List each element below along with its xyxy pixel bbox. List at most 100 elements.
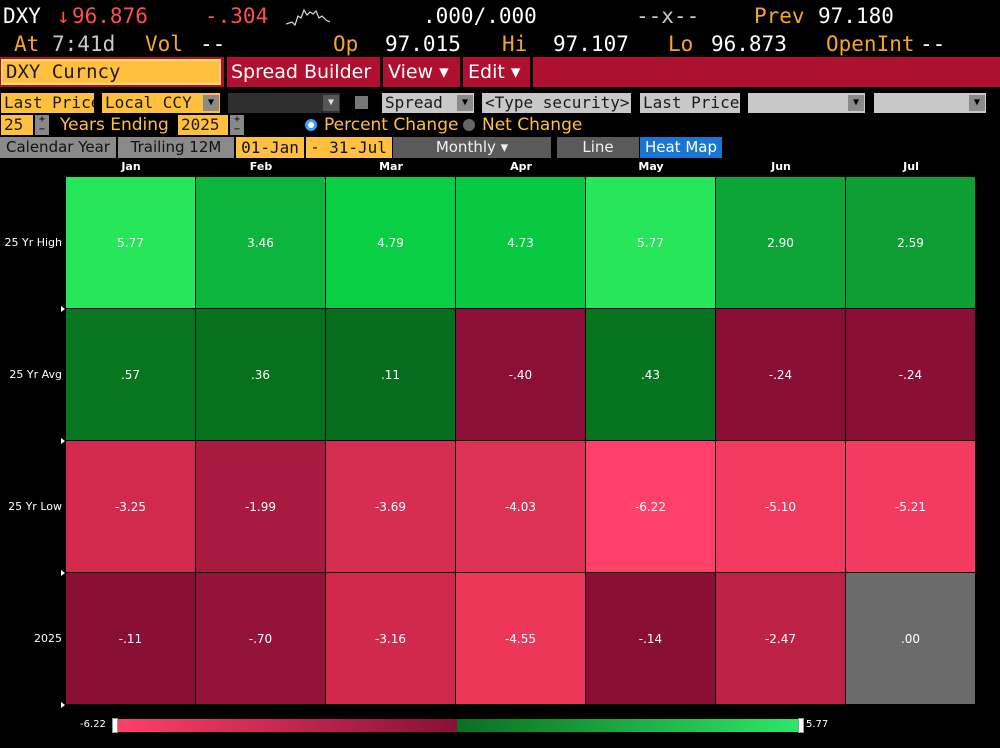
heat-cell[interactable]: -.40: [456, 309, 586, 441]
heat-map-tab[interactable]: Heat Map: [640, 137, 722, 158]
currency-select[interactable]: Local CCY ▼: [102, 93, 220, 113]
spread-select[interactable]: Spread ▼: [382, 93, 474, 113]
security-2-input[interactable]: <Type security>: [482, 93, 631, 113]
heat-cell[interactable]: -3.69: [326, 441, 456, 573]
edit-menu[interactable]: Edit ▾: [468, 61, 521, 83]
legend-positive-gradient: [457, 719, 802, 732]
empty-select-3[interactable]: ▼: [874, 93, 986, 113]
heat-cell[interactable]: -3.16: [326, 573, 456, 705]
month-header: May: [638, 160, 664, 173]
heat-cell[interactable]: -1.99: [196, 441, 326, 573]
last-price: 96.876: [72, 4, 148, 28]
security-input[interactable]: DXY Curncy: [1, 59, 221, 85]
at-label: At: [14, 32, 40, 56]
month-header: Feb: [249, 160, 273, 173]
chevron-down-icon[interactable]: ▼: [457, 95, 473, 111]
heat-cell[interactable]: -.24: [846, 309, 976, 441]
bid-ask-size: --x--: [636, 4, 700, 28]
years-stepper[interactable]: + −: [35, 115, 49, 135]
heat-cell[interactable]: .00: [846, 573, 976, 705]
price-field-select[interactable]: Last Price: [1, 93, 94, 113]
divider: [530, 57, 533, 87]
heat-cell[interactable]: .57: [66, 309, 196, 441]
heat-cell-value: -5.10: [764, 499, 797, 514]
heat-cell-value: -3.69: [374, 499, 407, 514]
currency-label: Local CCY: [105, 93, 192, 112]
legend-min: -6.22: [80, 719, 106, 730]
heat-cell[interactable]: 5.77: [586, 177, 716, 309]
heat-cell-value: -.14: [638, 631, 663, 646]
net-change-label[interactable]: Net Change: [482, 115, 583, 135]
row-tick: [61, 570, 65, 576]
frequency-select[interactable]: Monthly ▾: [393, 137, 551, 158]
heat-cell[interactable]: -.14: [586, 573, 716, 705]
heat-cell[interactable]: 3.46: [196, 177, 326, 309]
chevron-down-icon[interactable]: ▼: [848, 95, 864, 111]
end-date-input[interactable]: 31-Jul: [324, 137, 392, 158]
prev-label: Prev: [754, 4, 805, 28]
percent-change-radio[interactable]: [305, 119, 317, 131]
open-price: 97.015: [385, 32, 461, 56]
heat-cell-value: .00: [900, 631, 921, 646]
start-date-input[interactable]: 01-Jan: [236, 137, 304, 158]
heat-cell[interactable]: 2.90: [716, 177, 846, 309]
heat-cell[interactable]: -.24: [716, 309, 846, 441]
legend-color-bar: [112, 718, 804, 733]
heat-cell-value: -1.99: [244, 499, 277, 514]
end-year-stepper[interactable]: + −: [230, 115, 244, 135]
heat-cell-value: .36: [250, 367, 271, 382]
empty-select-1[interactable]: ▼: [228, 93, 340, 113]
heat-cell[interactable]: -4.03: [456, 441, 586, 573]
row-tick: [61, 306, 65, 312]
heat-cell[interactable]: -3.25: [66, 441, 196, 573]
open-label: Op: [333, 32, 359, 56]
end-year-input[interactable]: 2025: [178, 115, 228, 135]
bid-ask: .000/.000: [423, 4, 537, 28]
heat-cell[interactable]: -6.22: [586, 441, 716, 573]
divider: [380, 57, 383, 87]
view-menu[interactable]: View ▾: [388, 61, 449, 83]
heat-cell[interactable]: -.70: [196, 573, 326, 705]
month-header: Jan: [121, 160, 141, 173]
heat-cell[interactable]: 2.59: [846, 177, 976, 309]
heat-cell[interactable]: .11: [326, 309, 456, 441]
heat-cell[interactable]: 4.73: [456, 177, 586, 309]
heat-cell[interactable]: .43: [586, 309, 716, 441]
heat-cell-value: -.11: [118, 631, 143, 646]
heat-cell[interactable]: -2.47: [716, 573, 846, 705]
heat-cell[interactable]: -5.10: [716, 441, 846, 573]
heat-cell-value: 4.73: [507, 235, 534, 250]
heat-cell[interactable]: -5.21: [846, 441, 976, 573]
month-header: Apr: [510, 160, 532, 173]
heat-cell[interactable]: -.11: [66, 573, 196, 705]
years-ending-label: Years Ending: [60, 115, 169, 135]
open-interest-label: OpenInt: [826, 32, 915, 56]
row-tick: [61, 702, 65, 708]
heat-cell[interactable]: 5.77: [66, 177, 196, 309]
legend-max-handle[interactable]: [798, 718, 804, 733]
heat-cell[interactable]: -4.55: [456, 573, 586, 705]
line-chart-tab[interactable]: Line: [557, 137, 639, 158]
volume: --: [200, 32, 226, 56]
years-input[interactable]: 25: [1, 115, 33, 135]
legend-min-handle[interactable]: [112, 718, 118, 733]
trailing-12m-tab[interactable]: Trailing 12M: [118, 137, 234, 158]
row-label: 25 Yr High: [4, 236, 62, 249]
legend-max: 5.77: [806, 719, 829, 730]
chevron-down-icon[interactable]: ▼: [203, 95, 219, 111]
heat-cell[interactable]: 4.79: [326, 177, 456, 309]
spread-checkbox[interactable]: [355, 96, 368, 109]
heat-cell-value: 4.79: [377, 235, 404, 250]
empty-select-2[interactable]: ▼: [748, 93, 865, 113]
net-change-radio[interactable]: [463, 119, 475, 131]
high-price: 97.107: [553, 32, 629, 56]
price-field-2-select[interactable]: Last Price: [640, 93, 740, 113]
heat-cell-value: -2.47: [764, 631, 797, 646]
heat-cell[interactable]: .36: [196, 309, 326, 441]
chevron-down-icon[interactable]: ▼: [969, 95, 985, 111]
calendar-year-tab[interactable]: Calendar Year: [0, 137, 116, 158]
chevron-down-icon[interactable]: ▼: [323, 95, 339, 111]
heat-cell-value: -4.03: [504, 499, 537, 514]
percent-change-label[interactable]: Percent Change: [324, 115, 459, 135]
heat-cell-value: .57: [120, 367, 141, 382]
